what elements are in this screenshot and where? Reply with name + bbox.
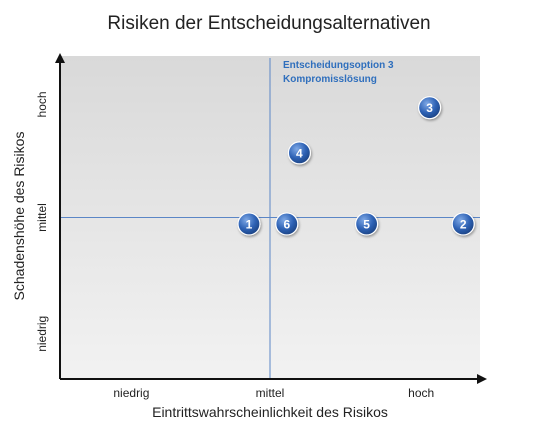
data-point-6: 6 xyxy=(275,212,299,236)
chart-title: Risiken der Entscheidungsalternativen xyxy=(107,13,430,34)
data-point-label: 5 xyxy=(363,217,370,231)
data-point-1: 1 xyxy=(237,212,261,236)
data-point-3: 3 xyxy=(418,96,442,120)
data-point-label: 2 xyxy=(460,217,467,231)
data-point-2: 2 xyxy=(451,212,475,236)
data-point-label: 4 xyxy=(296,146,303,160)
data-point-marker xyxy=(275,212,299,236)
data-point-marker xyxy=(451,212,475,236)
data-point-label: 1 xyxy=(246,217,253,231)
x-tick-label: mittel xyxy=(256,386,285,400)
y-tick-label: mittel xyxy=(35,203,49,232)
data-point-5: 5 xyxy=(355,212,379,236)
data-point-label: 6 xyxy=(283,217,290,231)
data-point-marker xyxy=(287,141,311,165)
x-axis-title: Eintrittswahrscheinlichkeit des Risikos xyxy=(152,404,388,420)
data-point-4: 4 xyxy=(287,141,311,165)
x-tick-label: hoch xyxy=(408,386,434,400)
annotation-line-2: Kompromisslösung xyxy=(283,74,377,85)
annotation-line-1: Entscheidungsoption 3 xyxy=(283,60,394,71)
y-axis-title: Schadenshöhe des Risikos xyxy=(11,132,27,301)
data-point-marker xyxy=(355,212,379,236)
y-tick-label: hoch xyxy=(35,91,49,117)
data-point-marker xyxy=(237,212,261,236)
data-point-marker xyxy=(418,96,442,120)
data-point-label: 3 xyxy=(426,101,433,115)
x-tick-label: niedrig xyxy=(113,386,149,400)
y-tick-label: niedrig xyxy=(35,316,49,352)
